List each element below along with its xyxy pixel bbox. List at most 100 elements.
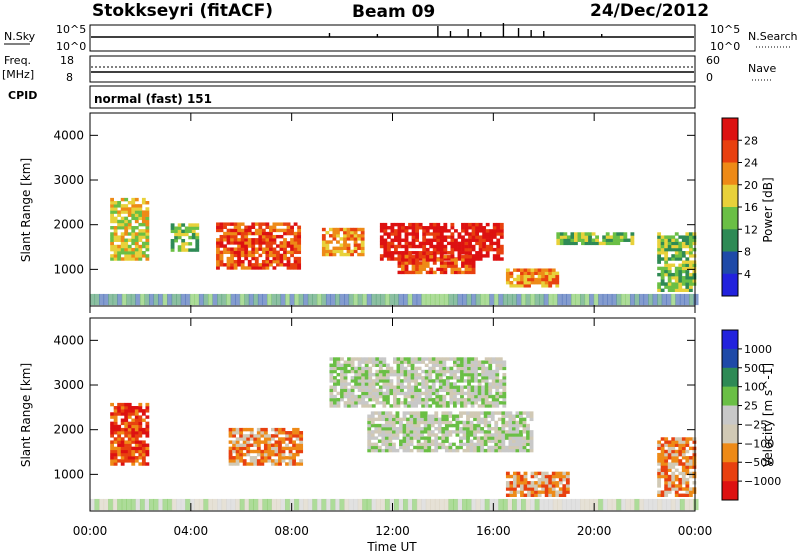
noise-cell: [248, 293, 254, 306]
time-tick-label: 00:00: [73, 524, 108, 538]
echo-cell: [441, 417, 446, 422]
echo-cell: [464, 226, 469, 230]
echo-cell: [482, 229, 487, 233]
echo-cell: [562, 477, 567, 482]
echo-cell: [131, 440, 136, 444]
echo-cell: [145, 452, 150, 457]
echo-cell: [460, 372, 464, 377]
echo-cell: [494, 433, 499, 437]
echo-cell: [502, 366, 507, 371]
echo-cell: [219, 241, 224, 245]
echo-cell: [522, 411, 527, 415]
noise-cell: [194, 293, 200, 306]
echo-cell: [657, 456, 662, 460]
echo-cell: [657, 288, 662, 293]
echo-cell: [374, 448, 379, 453]
echo-cell: [468, 270, 472, 275]
echo-cell: [516, 274, 521, 279]
echo-cell: [444, 439, 449, 443]
echo-cell: [343, 379, 348, 383]
echo-cell: [460, 397, 464, 402]
echo-cell: [188, 242, 193, 246]
echo-cell: [494, 430, 499, 434]
echo-cell: [254, 263, 259, 267]
echo-cell: [232, 449, 237, 454]
echo-cell: [466, 439, 470, 443]
echo-cell: [516, 490, 521, 494]
echo-cell: [664, 477, 669, 482]
echo-cell: [184, 226, 189, 230]
echo-cell: [456, 369, 461, 374]
echo-cell: [429, 267, 434, 272]
echo-cell: [475, 257, 480, 261]
echo-cell: [117, 409, 122, 413]
echo-cell: [430, 420, 435, 425]
echo-cell: [368, 385, 373, 389]
echo-cell: [448, 414, 453, 418]
echo-cell: [516, 477, 521, 482]
echo-cell: [551, 274, 556, 279]
echo-cell: [354, 372, 359, 377]
echo-cell: [226, 259, 231, 264]
echo-cell: [370, 433, 375, 437]
echo-cell: [529, 411, 534, 415]
echo-cell: [281, 427, 286, 432]
echo-cell: [427, 442, 432, 447]
noise-cell: [303, 293, 309, 306]
echo-cell: [442, 397, 447, 402]
noise-cell: [285, 293, 291, 306]
echo-cell: [423, 430, 428, 434]
noise-cell: [580, 293, 586, 306]
echo-cell: [459, 445, 463, 450]
noise-cell: [212, 498, 218, 511]
echo-cell: [389, 366, 394, 371]
noise-cell: [353, 293, 359, 306]
echo-cell: [660, 276, 665, 280]
noise-cell: [561, 293, 567, 306]
echo-cell: [124, 431, 129, 435]
echo-cell: [240, 250, 245, 255]
echo-cell: [475, 241, 480, 246]
echo-cell: [131, 452, 136, 457]
echo-cell: [347, 357, 351, 361]
echo-cell: [443, 267, 448, 272]
echo-cell: [117, 437, 122, 441]
echo-cell: [414, 385, 419, 389]
echo-cell: [364, 394, 369, 399]
echo-cell: [233, 253, 238, 258]
echo-cell: [399, 430, 403, 434]
echo-cell: [235, 427, 240, 432]
echo-cell: [473, 442, 477, 447]
echo-cell: [464, 238, 469, 242]
echo-cell: [685, 232, 690, 236]
echo-cell: [354, 401, 359, 405]
noise-cell: [439, 293, 445, 306]
echo-cell: [378, 363, 383, 367]
echo-cell: [350, 360, 355, 364]
echo-cell: [367, 448, 372, 453]
noise-cell: [230, 293, 236, 306]
echo-cell: [336, 397, 341, 402]
echo-cell: [685, 477, 690, 482]
echo-cell: [551, 268, 556, 272]
echo-cell: [283, 256, 287, 261]
echo-cell: [462, 436, 467, 440]
echo-cell: [667, 235, 672, 239]
echo-cell: [124, 418, 129, 422]
echo-cell: [386, 247, 391, 252]
noise-cell: [276, 293, 282, 306]
echo-cell: [456, 366, 461, 371]
echo-cell: [226, 222, 231, 226]
noise-cell: [625, 293, 631, 306]
echo-cell: [110, 456, 114, 460]
echo-cell: [274, 462, 279, 466]
echo-cell: [487, 436, 492, 440]
echo-cell: [460, 376, 464, 380]
echo-cell: [410, 360, 415, 364]
echo-cell: [685, 279, 690, 283]
echo-cell: [443, 264, 448, 268]
echo-cell: [588, 235, 592, 239]
echo-cell: [228, 440, 233, 444]
echo-cell: [237, 225, 242, 230]
echo-cell: [145, 238, 150, 242]
